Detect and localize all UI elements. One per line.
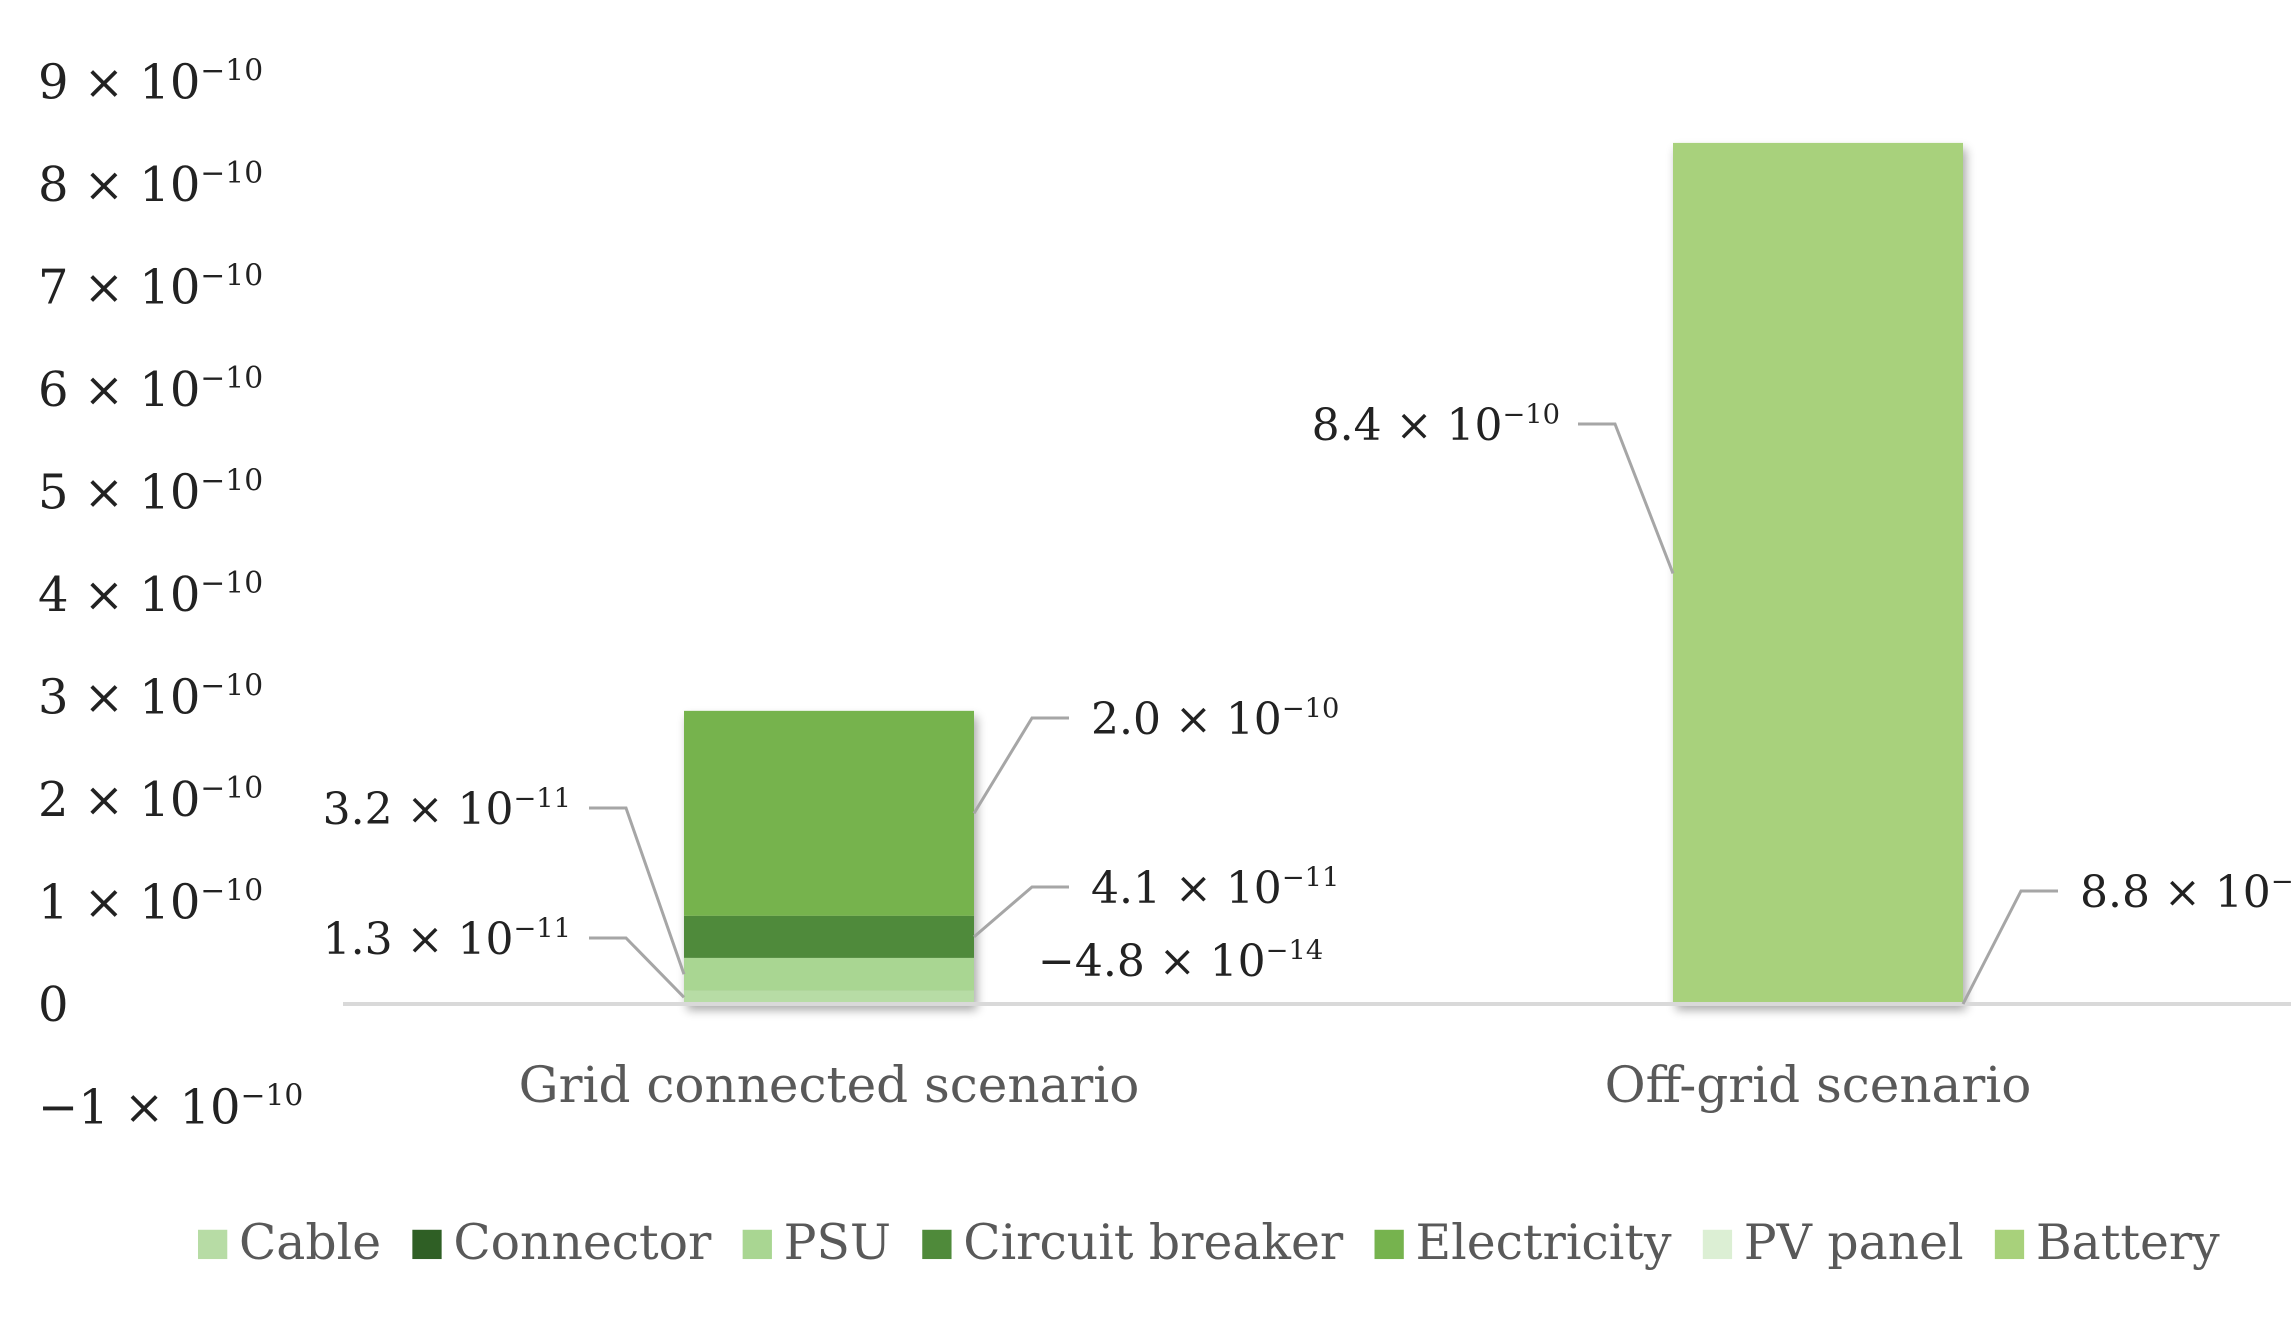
leader-line bbox=[589, 936, 686, 999]
legend-label: Electricity bbox=[1416, 1214, 1672, 1271]
legend-swatch bbox=[198, 1229, 228, 1260]
y-tick-label: 8 × 10−10 bbox=[38, 156, 263, 213]
y-tick-label: 6 × 10−10 bbox=[38, 361, 263, 418]
bar-segment[interactable] bbox=[684, 710, 974, 916]
leader-line bbox=[972, 716, 1069, 815]
x-tick-label: Off-grid scenario bbox=[1605, 1056, 2032, 1114]
legend-swatch bbox=[412, 1229, 442, 1260]
leader-line bbox=[1578, 422, 1675, 574]
legend-label: PV panel bbox=[1744, 1214, 1964, 1271]
legend-swatch bbox=[1994, 1229, 2025, 1260]
bar-segment[interactable] bbox=[1673, 142, 1963, 1004]
legend-swatch bbox=[742, 1229, 772, 1260]
legend-swatch bbox=[1702, 1229, 1733, 1260]
y-tick-label: 2 × 10−10 bbox=[38, 771, 263, 828]
legend-item[interactable]: Cable bbox=[198, 1214, 381, 1271]
y-axis: 9 × 10−10 8 × 10−10 7 × 10−10 6 × 10−10 5 × … bbox=[38, 53, 303, 1135]
data-label: 8.4 × 10−10 bbox=[1312, 399, 1560, 451]
legend-item[interactable]: PSU bbox=[742, 1214, 891, 1271]
legend-label: Circuit breaker bbox=[963, 1214, 1344, 1271]
y-tick-label: 3 × 10−10 bbox=[38, 668, 263, 725]
bar-segment[interactable] bbox=[684, 957, 974, 991]
leader-line bbox=[589, 806, 686, 975]
legend-label: PSU bbox=[784, 1214, 891, 1271]
x-tick-label: Grid connected scenario bbox=[519, 1056, 1140, 1114]
bar-segment[interactable] bbox=[684, 915, 974, 958]
bar-stack bbox=[684, 710, 974, 1004]
data-label: 4.1 × 10−11 bbox=[1091, 862, 1339, 914]
legend-swatch bbox=[1374, 1229, 1404, 1260]
y-tick-label: 9 × 10−10 bbox=[38, 53, 263, 110]
data-labels: 2.0 × 10−10 3.2 × 10−11 1.3 × 10−11 4.1 × 1… bbox=[323, 399, 2291, 1005]
data-label: 1.3 × 10−11 bbox=[323, 913, 571, 965]
y-tick-label: 1 × 10−10 bbox=[38, 873, 263, 930]
data-label: 8.8 × 10−14 bbox=[2080, 866, 2291, 918]
data-label: 3.2 × 10−11 bbox=[323, 783, 571, 835]
bar-segment[interactable] bbox=[684, 990, 974, 1004]
legend-item[interactable]: Battery bbox=[1994, 1214, 2220, 1271]
legend-item[interactable]: Circuit breaker bbox=[922, 1214, 1344, 1271]
bar-stack bbox=[1673, 142, 1963, 1004]
legend-swatch bbox=[922, 1229, 952, 1260]
legend-label: Cable bbox=[239, 1214, 381, 1271]
legend[interactable]: Cable Connector PSU Circuit breaker Electric… bbox=[198, 1214, 2220, 1271]
y-tick-label: 7 × 10−10 bbox=[38, 258, 263, 315]
leader-line bbox=[1961, 889, 2058, 1005]
y-tick-label: 0 bbox=[38, 977, 69, 1033]
data-label: 2.0 × 10−10 bbox=[1091, 693, 1339, 745]
leader-line bbox=[973, 885, 1069, 938]
bars bbox=[684, 142, 1963, 1004]
legend-item[interactable]: Connector bbox=[412, 1214, 712, 1271]
legend-item[interactable]: PV panel bbox=[1702, 1214, 1964, 1271]
y-tick-label: 4 × 10−10 bbox=[38, 566, 263, 623]
legend-label: Connector bbox=[453, 1214, 712, 1271]
y-tick-label: 5 × 10−10 bbox=[38, 463, 263, 520]
legend-item[interactable]: Electricity bbox=[1374, 1214, 1672, 1271]
y-tick-label: −1 × 10−10 bbox=[38, 1078, 303, 1135]
x-axis: Grid connected scenario Off-grid scenario bbox=[519, 1056, 2032, 1114]
legend-label: Battery bbox=[2036, 1214, 2220, 1271]
data-label: −4.8 × 10−14 bbox=[1038, 935, 1323, 987]
